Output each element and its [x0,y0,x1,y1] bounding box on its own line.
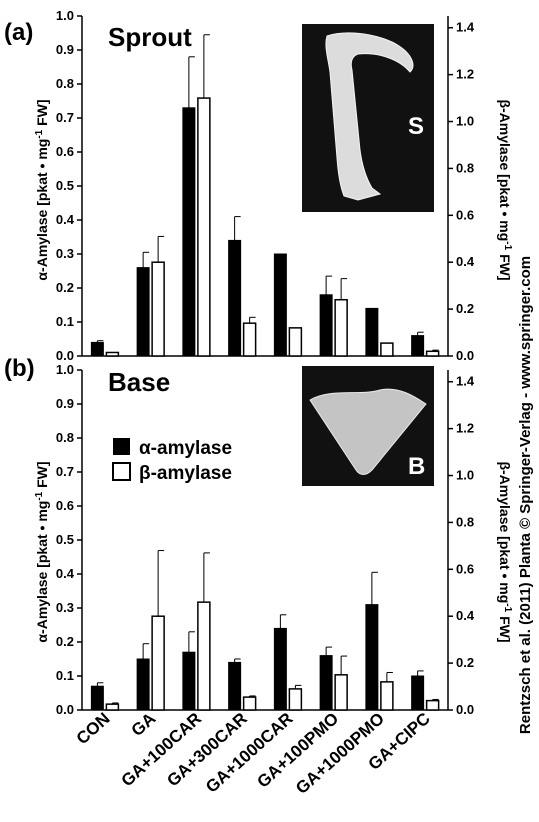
panel-a: (a) Sprout S α-Amylase [pkat • mg-1 FW] … [4,19,513,281]
category-label: CON [73,709,114,748]
bar-beta [425,699,440,711]
y-tick-label-left: 0.6 [56,498,74,513]
bar-beta [425,350,440,357]
bar-beta [242,696,257,711]
y-tick-label-left: 0.9 [56,396,74,411]
bar-alpha [90,685,104,711]
y-tick-label-left: 0.2 [56,634,74,649]
bar-beta [242,322,257,357]
bar-alpha [365,604,379,711]
y-tick-label-left: 0.1 [56,668,74,683]
y-tick-label-left: 0.5 [56,178,74,193]
panel-b-ylabel-left: α-Amylase [pkat • mg-1 FW] [34,461,50,642]
y-tick-label-left: 0.7 [56,464,74,479]
bar-beta [334,674,348,711]
y-tick-label-left: 0.3 [56,600,74,615]
y-tick-label-left: 0.0 [56,348,74,363]
legend: α-amylase β-amylase [112,438,232,484]
panel-a-title: Sprout [108,22,192,52]
y-tick-label-right: 0.2 [456,301,474,316]
y-tick-label-left: 0.4 [56,566,75,581]
y-tick-label-left: 0.4 [56,212,75,227]
bar-alpha [182,651,196,711]
y-tick-label-right: 0.8 [456,514,474,529]
y-tick-label-right: 1.2 [456,421,474,436]
panel-b: (b) Base B α-amylase β-amylase α-Amylase… [4,355,513,643]
y-tick-label-left: 0.6 [56,144,74,159]
y-tick-label-right: 1.0 [456,114,474,129]
panel-a-ylabel-right: β-Amylase [pkat • mg-1 FW] [497,99,513,280]
bar-alpha [319,655,333,711]
y-tick-label-left: 0.1 [56,314,74,329]
panel-b-photo: B [302,366,434,486]
photo-label-s: S [408,113,424,140]
sprout-shape [325,32,414,201]
bar-alpha [90,341,104,357]
panel-b-label: (b) [4,355,35,382]
y-tick-label-right: 1.4 [456,20,475,35]
panel-b-ylabel-right: β-Amylase [pkat • mg-1 FW] [497,461,513,642]
bar-alpha [365,307,379,357]
bar-alpha [228,661,242,711]
y-tick-label-right: 1.2 [456,67,474,82]
category-label: GA [128,709,160,740]
y-tick-label-right: 0.4 [456,608,475,623]
y-tick-label-left: 0.3 [56,246,74,261]
y-tick-label-left: 0.9 [56,42,74,57]
legend-label-beta: β-amylase [139,463,232,484]
y-tick-label-right: 0.0 [456,348,474,363]
legend-label-alpha: α-amylase [139,438,232,459]
bar-beta [334,298,348,357]
y-tick-label-right: 1.4 [456,374,475,389]
y-tick-label-right: 1.0 [456,468,474,483]
y-tick-label-left: 1.0 [56,8,74,23]
bar-beta [288,327,303,357]
y-tick-label-left: 0.8 [56,430,74,445]
bar-alpha [182,107,196,357]
bar-beta [105,703,120,711]
panel-a-ylabel-left: α-Amylase [pkat • mg-1 FW] [34,99,50,280]
panel-a-photo: S [302,24,434,212]
panel-b-title: Base [108,367,170,397]
y-tick-label-right: 0.4 [456,254,475,269]
bar-alpha [411,335,425,357]
credit-line: Rentzsch et al. (2011) Planta © Springer… [517,256,534,734]
bar-beta [288,688,303,711]
bar-beta [197,97,211,357]
y-tick-label-right: 0.8 [456,160,474,175]
y-tick-label-right: 0.2 [456,655,474,670]
bar-alpha [319,294,333,357]
bar-beta [197,601,211,711]
panel-a-label: (a) [4,19,33,46]
bar-alpha [136,267,150,357]
bar-beta [105,351,120,357]
legend-swatch-beta [112,462,131,481]
bar-alpha [273,253,287,357]
bar-beta [380,342,394,357]
chart-a: 0.0 0.1 0.2 0.3 0.4 0.5 0.6 0.7 0.8 0.9 1.0 0.0 0.2 0… [56,8,475,363]
y-tick-label-left: 0.8 [56,76,74,91]
y-tick-label-left: 0.7 [56,110,74,125]
bar-alpha [411,675,425,711]
y-tick-label-left: 0.2 [56,280,74,295]
bar-alpha [228,239,242,357]
bar-beta [380,681,394,711]
y-tick-label-right: 0.0 [456,702,474,717]
y-tick-label-right: 0.6 [456,561,474,576]
legend-swatch-alpha [113,438,130,455]
bar-beta [151,261,165,357]
base-shape [309,388,427,475]
photo-label-b: B [408,453,425,480]
y-tick-label-left: 0.5 [56,532,74,547]
y-tick-label-right: 0.6 [456,207,474,222]
y-tick-label-left: 0.0 [56,702,74,717]
bar-beta [151,615,165,711]
bar-alpha [136,658,150,711]
bar-alpha [273,627,287,711]
y-tick-label-left: 1.0 [56,362,74,377]
